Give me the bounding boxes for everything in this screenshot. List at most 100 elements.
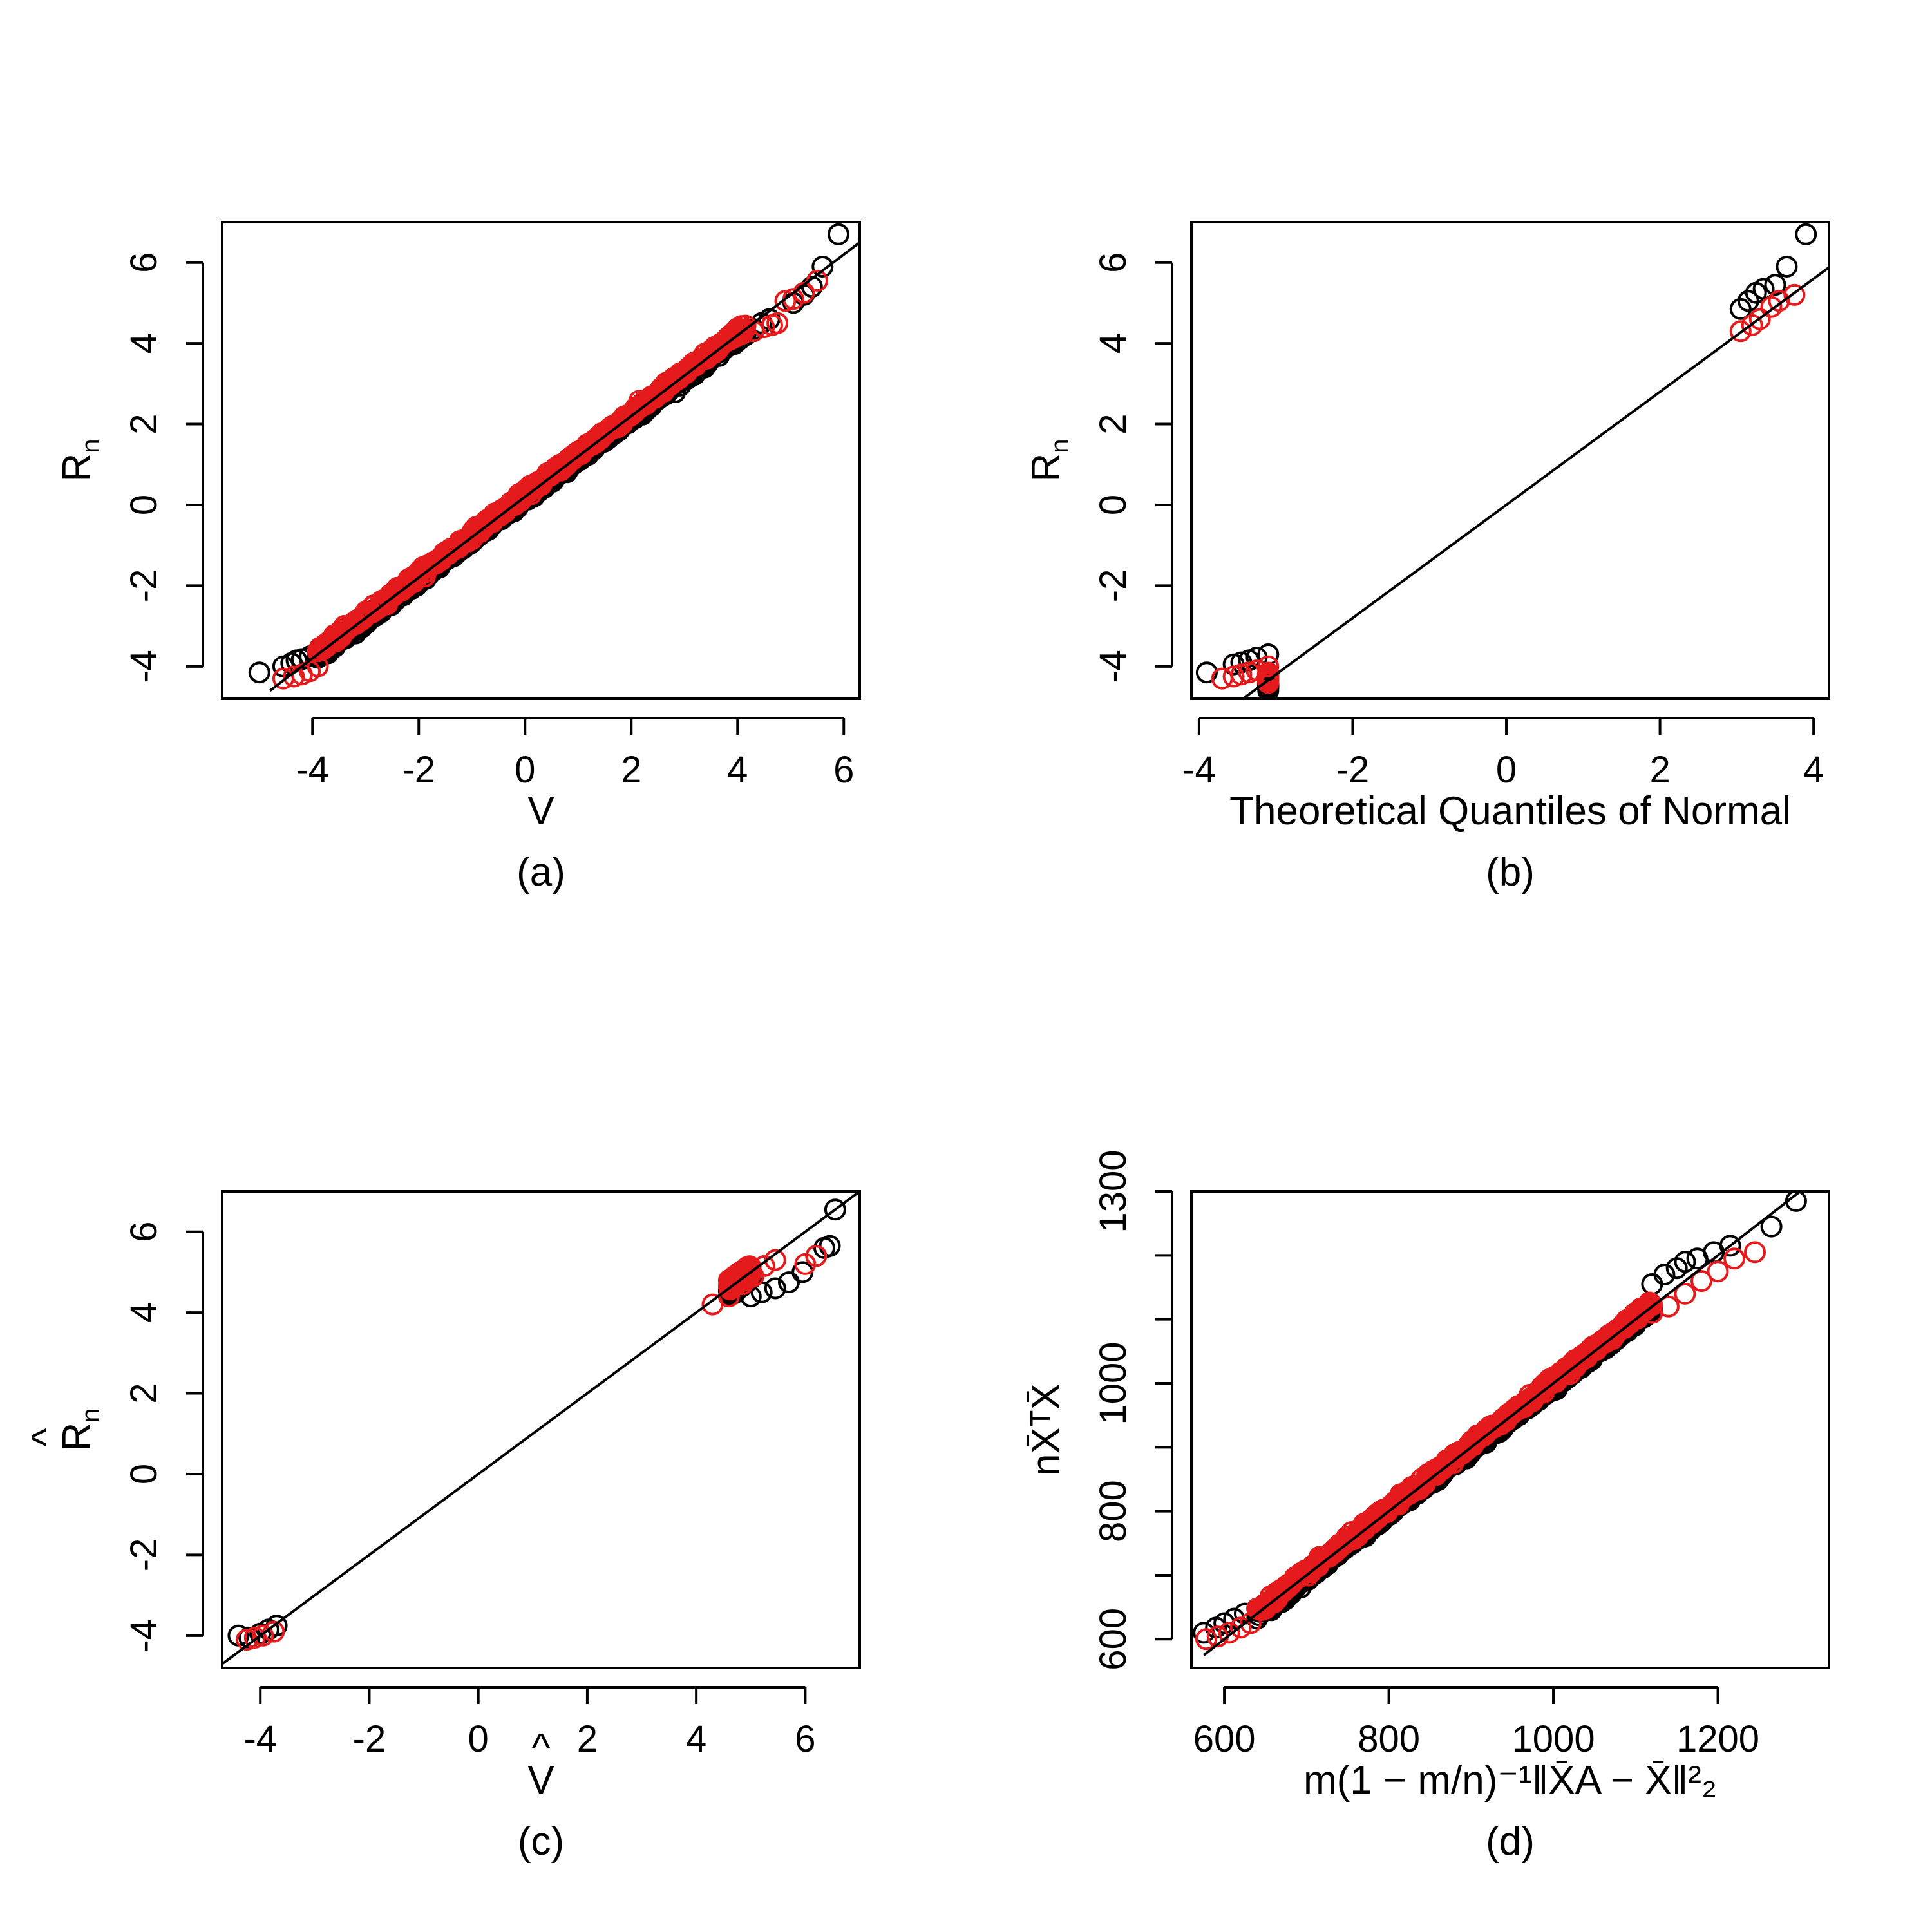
data-point [764, 1277, 786, 1300]
y-tick-label: 0 [1092, 495, 1134, 515]
y-tick-label: -2 [1092, 569, 1134, 603]
plot-area [248, 223, 860, 692]
x-tick-label: -2 [1336, 749, 1370, 791]
x-axis: -4 -2 0 2 4 [1182, 717, 1824, 791]
data-point [1748, 308, 1771, 330]
panel-b: -4 -2 0 2 4 -4 -2 0 2 4 6 Theoretical Quantiles of … [1024, 221, 1830, 895]
y-axis: -4 -2 0 2 4 6 [123, 1222, 204, 1653]
reference-line [222, 1191, 860, 1665]
y-tick-label: 0 [123, 495, 165, 515]
series-black [248, 223, 849, 684]
x-tick-label: 600 [1193, 1718, 1256, 1760]
y-tick-label: 600 [1092, 1608, 1134, 1671]
data-point [1653, 1264, 1676, 1286]
data-point [1674, 1251, 1696, 1273]
data-point [1783, 283, 1806, 306]
x-tick-label: -4 [1182, 749, 1216, 791]
plot-frame [1190, 221, 1830, 700]
data-point [794, 1253, 817, 1275]
y-axis: 600 800 1000 1300 [1092, 1150, 1173, 1671]
y-tick-label: 2 [123, 413, 165, 434]
x-tick-label: 1000 [1512, 1718, 1595, 1760]
data-point [766, 312, 789, 334]
svg-text:Rn: Rn [1024, 439, 1074, 482]
data-point [753, 316, 775, 339]
data-point [1195, 1628, 1217, 1651]
x-axis: -4 -2 0 2 4 6 [243, 1686, 816, 1760]
data-point [1744, 1241, 1766, 1264]
series-red [1195, 1241, 1766, 1651]
y-axis-label: Rn^ [24, 1408, 105, 1451]
data-point [1768, 290, 1790, 312]
x-tick-label: 2 [621, 749, 641, 791]
data-point [753, 1255, 775, 1277]
y-axis-label: nX̄ᵀX̄ [1024, 1383, 1068, 1476]
y-tick-label: 2 [123, 1383, 165, 1403]
reference-line [1240, 266, 1829, 699]
data-point [307, 655, 329, 677]
data-point [811, 256, 834, 278]
y-tick-label: 800 [1092, 1480, 1134, 1542]
data-point [1707, 1260, 1729, 1283]
plot-frame [221, 221, 861, 700]
data-point [1195, 661, 1218, 684]
y-tick-label: 6 [1092, 252, 1134, 273]
data-point [1240, 1612, 1262, 1634]
data-point [1690, 1270, 1712, 1293]
x-tick-label: 1200 [1676, 1718, 1759, 1760]
data-point [1752, 278, 1775, 300]
data-point [1719, 1235, 1741, 1257]
data-point [1229, 1616, 1252, 1639]
data-point [774, 290, 797, 312]
panel-a: -4 -2 0 2 4 6 -4 -2 0 2 4 6 V Rn (a) [55, 221, 861, 895]
plot-frame [1190, 1190, 1830, 1669]
x-axis-label: Theoretical Quantiles of Normal [1229, 789, 1791, 833]
series-red [236, 1245, 828, 1651]
data-point [718, 1275, 740, 1298]
x-tick-label: 0 [468, 1718, 489, 1760]
y-axis-label-hat: ^ [24, 1428, 68, 1446]
series-red [1211, 283, 1806, 694]
x-axis-label-hat: ^ [531, 1726, 550, 1770]
y-tick-label: 4 [123, 333, 165, 354]
y-tick-label: -4 [123, 650, 165, 683]
plot-area [222, 1191, 860, 1665]
x-tick-label: 2 [577, 1718, 598, 1760]
data-point [1795, 223, 1817, 245]
panel-caption: (b) [1486, 850, 1535, 895]
data-point [248, 661, 270, 684]
data-point [805, 1245, 828, 1267]
data-point [1723, 1247, 1746, 1270]
panel-caption: (d) [1486, 1819, 1535, 1864]
y-tick-label: 6 [123, 1222, 165, 1242]
x-axis: 600 800 1000 1200 [1193, 1686, 1759, 1760]
data-point [824, 1198, 846, 1221]
panel-d: 600 800 1000 1200 600 800 1000 1300 m(1 − m/n)⁻¹… [1024, 1150, 1830, 1864]
svg-text:nX̄ᵀX̄: nX̄ᵀX̄ [1024, 1383, 1068, 1476]
data-point [243, 1627, 266, 1649]
x-tick-label: 0 [515, 749, 535, 791]
data-point [1760, 1215, 1783, 1238]
x-axis: -4 -2 0 2 4 6 [296, 717, 854, 791]
data-point [1657, 1295, 1680, 1318]
y-tick-label: 0 [123, 1464, 165, 1484]
y-tick-label: -4 [123, 1619, 165, 1653]
data-point [828, 223, 849, 245]
data-point [1257, 655, 1280, 677]
data-point [1764, 274, 1786, 296]
data-point [1674, 1282, 1696, 1305]
x-tick-label: -4 [296, 749, 329, 791]
y-axis-label: Rn [55, 439, 105, 482]
data-point [1729, 298, 1752, 320]
y-tick-label: 4 [1092, 333, 1134, 354]
data-point [1776, 256, 1798, 278]
x-tick-label: -2 [353, 1718, 386, 1760]
reference-line [1202, 1191, 1803, 1656]
plot-area [1193, 1191, 1807, 1656]
data-point [283, 665, 305, 688]
y-tick-label: 1000 [1092, 1341, 1134, 1425]
y-tick-label: 2 [1092, 413, 1134, 434]
y-tick-label: -2 [123, 569, 165, 603]
panel-caption: (a) [516, 850, 565, 895]
